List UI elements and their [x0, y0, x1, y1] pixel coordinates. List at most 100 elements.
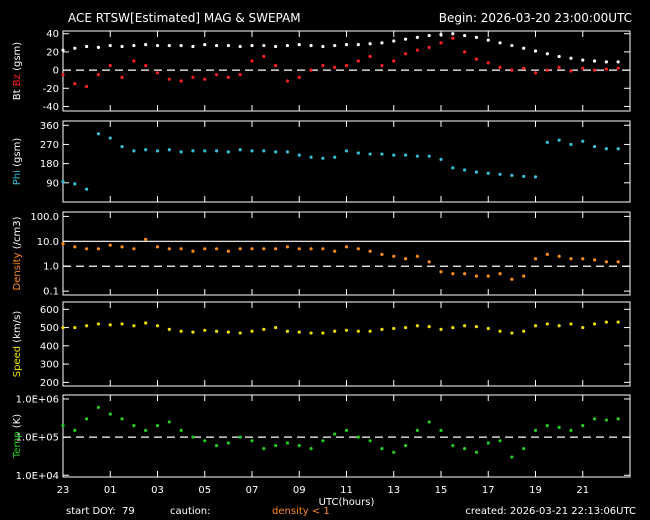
y-tick-label: 200 [40, 378, 59, 389]
data-point [510, 455, 514, 459]
data-point [214, 73, 219, 77]
data-point [498, 329, 502, 333]
data-point [297, 247, 301, 251]
y-tick-label: 0.1 [43, 287, 59, 298]
data-point [321, 63, 325, 68]
data-point [474, 274, 479, 278]
data-point [179, 79, 183, 83]
data-point [167, 247, 171, 251]
data-point [463, 50, 467, 54]
data-point [356, 43, 360, 47]
data-point [96, 247, 101, 251]
data-point [238, 148, 242, 152]
x-tick-label: 17 [482, 485, 495, 496]
data-point [132, 247, 136, 251]
data-point [250, 329, 254, 333]
data-point [297, 330, 301, 334]
data-point [451, 325, 455, 330]
data-point [403, 325, 408, 330]
data-point [545, 252, 549, 256]
data-point [321, 439, 325, 443]
data-points [61, 320, 620, 335]
data-point [108, 412, 112, 416]
data-point [61, 73, 65, 77]
data-point [262, 327, 266, 331]
y-tick-label: 20 [46, 47, 59, 58]
data-point [191, 249, 195, 253]
data-point [427, 154, 431, 158]
data-point [120, 44, 124, 49]
data-point [415, 324, 419, 328]
data-point [569, 142, 573, 147]
data-point [120, 75, 124, 79]
data-point [403, 37, 408, 41]
y-tick-label: 40 [46, 29, 59, 40]
data-point [581, 325, 585, 330]
data-point [108, 243, 112, 247]
data-point [226, 75, 230, 79]
y-tick-label: 600 [40, 305, 59, 316]
data-point [262, 446, 266, 451]
data-point [451, 443, 455, 448]
data-point [297, 443, 301, 448]
y-axis-label-part: (gsm) [12, 42, 23, 71]
data-point [392, 254, 396, 258]
data-point [120, 245, 124, 249]
data-point [191, 149, 195, 153]
data-point [250, 247, 254, 251]
data-point [155, 324, 160, 328]
caution-note: density < 1 [272, 506, 330, 517]
data-point [451, 32, 455, 36]
data-point [616, 60, 620, 64]
y-tick-label: -20 [43, 84, 59, 95]
data-point [144, 43, 148, 47]
data-point [285, 245, 290, 249]
data-point [238, 73, 242, 77]
y-axis-label: Density (/cm3) [12, 216, 23, 290]
y-tick-label: 180 [40, 159, 59, 170]
data-point [61, 180, 65, 184]
data-point [191, 44, 195, 49]
data-point [226, 150, 230, 154]
data-point [557, 54, 561, 59]
x-axis-label: UTC(hours) [319, 497, 375, 508]
x-tick-label: 11 [340, 485, 353, 496]
data-point [61, 424, 65, 428]
data-point [96, 45, 101, 49]
data-point [510, 68, 514, 72]
data-point [179, 428, 183, 432]
data-point [392, 450, 396, 454]
data-point [144, 321, 148, 325]
data-point [498, 65, 502, 69]
data-point [132, 424, 136, 428]
x-tick-label: 21 [576, 485, 589, 496]
data-point [616, 66, 620, 70]
data-point [545, 140, 549, 144]
data-point [486, 441, 490, 445]
data-point [333, 65, 337, 69]
data-point [132, 149, 136, 153]
data-point [262, 149, 266, 153]
data-point [474, 450, 479, 454]
data-point [203, 328, 207, 332]
data-point [392, 59, 396, 63]
y-tick-label: 90 [46, 178, 59, 189]
data-point [333, 155, 337, 159]
data-point [439, 270, 443, 274]
data-point [274, 63, 278, 68]
data-point [581, 424, 585, 428]
data-point [368, 42, 372, 46]
y-axis-label-part: Bz [12, 74, 23, 86]
data-point [203, 439, 207, 443]
data-point [73, 182, 77, 186]
data-point [191, 75, 195, 79]
data-point [545, 424, 549, 428]
data-point [344, 43, 349, 47]
data-point [309, 68, 313, 72]
data-point [510, 277, 514, 281]
data-point [155, 424, 160, 428]
data-point [498, 272, 502, 276]
data-point [285, 329, 290, 333]
data-point [61, 48, 65, 52]
data-point [120, 417, 124, 421]
